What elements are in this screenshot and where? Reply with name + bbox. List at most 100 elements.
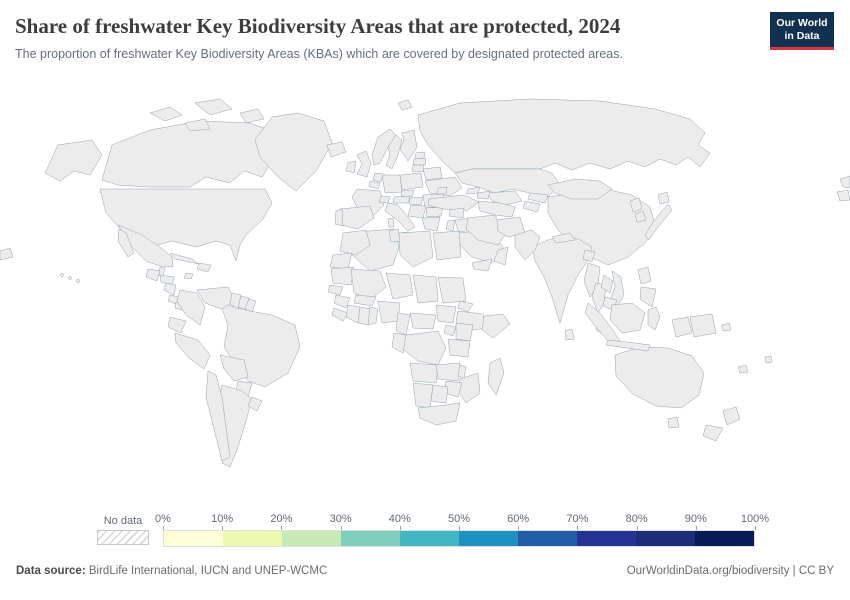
legend-swatch-0-10%[interactable]	[164, 531, 223, 546]
country-russia[interactable]	[417, 98, 711, 174]
country-azerbaijan[interactable]	[476, 190, 491, 200]
country-bangladesh[interactable]	[582, 249, 596, 263]
country-philippines[interactable]	[637, 266, 652, 285]
country-uzbekistan[interactable]	[486, 190, 523, 206]
country-niger[interactable]	[385, 272, 414, 300]
world-choropleth-map[interactable]	[0, 85, 850, 505]
country-solomon-islands[interactable]	[721, 322, 732, 332]
country-poland[interactable]	[399, 172, 424, 191]
country-south-africa[interactable]	[417, 402, 461, 426]
country-hungary[interactable]	[408, 196, 424, 206]
country-spain[interactable]	[339, 205, 375, 230]
country-moldova[interactable]	[436, 186, 448, 195]
country-laos[interactable]	[600, 274, 614, 294]
country-svalbard[interactable]	[397, 99, 413, 111]
country-italy[interactable]	[384, 202, 416, 232]
country-namibia[interactable]	[412, 382, 434, 409]
country-nicaragua[interactable]	[163, 282, 177, 296]
legend-swatch-90-100%[interactable]	[695, 531, 754, 546]
country-nepal[interactable]	[551, 232, 576, 244]
country-indonesia[interactable]	[671, 316, 693, 338]
country-oman[interactable]	[493, 246, 509, 266]
country-turkmenistan[interactable]	[477, 200, 516, 218]
country-finland[interactable]	[399, 129, 418, 162]
legend-swatch-50-60%[interactable]	[459, 531, 518, 546]
country-tajikistan[interactable]	[522, 200, 541, 213]
country-french-guiana[interactable]	[244, 298, 257, 313]
country-venezuela[interactable]	[196, 286, 236, 310]
country-sudan[interactable]	[437, 276, 467, 304]
country-austria[interactable]	[392, 195, 411, 204]
country-iceland[interactable]	[326, 141, 347, 158]
country-cameroon[interactable]	[395, 312, 411, 336]
country-russia[interactable]	[839, 175, 850, 189]
country-guatemala[interactable]	[145, 268, 161, 282]
country-morocco[interactable]	[339, 229, 371, 256]
legend-swatch-60-70%[interactable]	[518, 531, 577, 546]
country-bolivia[interactable]	[219, 354, 249, 382]
country-papua-new-guinea[interactable]	[689, 313, 717, 338]
country-japan[interactable]	[644, 203, 673, 241]
country-usa[interactable]	[44, 139, 103, 182]
legend-no-data-swatch[interactable]	[97, 530, 149, 545]
country-burkina-faso[interactable]	[353, 294, 377, 307]
country-mexico[interactable]	[117, 228, 135, 258]
country-turkey[interactable]	[427, 194, 480, 212]
country-benin[interactable]	[367, 306, 379, 326]
country-uk[interactable]	[356, 150, 372, 178]
country-usa[interactable]	[68, 276, 72, 280]
country-senegal[interactable]	[327, 284, 344, 296]
country-peru[interactable]	[174, 332, 211, 370]
country-australia[interactable]	[614, 346, 705, 409]
country-greenland[interactable]	[254, 112, 333, 192]
owid-logo[interactable]: Our World in Data	[770, 12, 834, 51]
country-tunisia[interactable]	[388, 228, 401, 243]
country-canada[interactable]	[194, 98, 233, 116]
country-ireland[interactable]	[345, 160, 357, 174]
country-canada[interactable]	[101, 120, 291, 188]
country-mali[interactable]	[350, 268, 387, 301]
country-cuba[interactable]	[169, 252, 200, 265]
country-egypt[interactable]	[432, 230, 462, 261]
country-ukraine[interactable]	[424, 176, 463, 197]
country-syria[interactable]	[448, 207, 465, 219]
country-new-zealand[interactable]	[722, 406, 741, 426]
country-belarus[interactable]	[422, 166, 443, 181]
credit-link[interactable]: OurWorldinData.org/biodiversity | CC BY	[626, 565, 834, 577]
country-new-caledonia[interactable]	[737, 364, 749, 374]
country-latvia[interactable]	[412, 157, 427, 166]
country-jordan[interactable]	[445, 219, 456, 232]
country-central-african-republic[interactable]	[409, 312, 437, 330]
country-botswana[interactable]	[430, 384, 449, 404]
legend-swatch-30-40%[interactable]	[341, 531, 400, 546]
country-cote-divoire[interactable]	[345, 304, 361, 324]
country-sri-lanka[interactable]	[564, 328, 575, 341]
country-western-sahara[interactable]	[329, 252, 353, 270]
country-kyrgyzstan[interactable]	[527, 192, 549, 204]
country-guyana[interactable]	[229, 292, 242, 310]
country-indonesia[interactable]	[605, 339, 651, 352]
country-switzerland[interactable]	[378, 195, 391, 204]
country-south-sudan[interactable]	[435, 304, 457, 324]
country-guinea[interactable]	[333, 294, 351, 309]
country-usa[interactable]	[76, 279, 80, 283]
country-japan[interactable]	[657, 191, 670, 205]
country-indonesia[interactable]	[647, 306, 661, 331]
legend-swatch-40-50%[interactable]	[400, 531, 459, 546]
country-balkans[interactable]	[407, 204, 427, 219]
country-congo[interactable]	[391, 332, 407, 354]
country-colombia[interactable]	[176, 289, 206, 326]
country-canada[interactable]	[184, 118, 211, 132]
country-portugal[interactable]	[334, 208, 344, 227]
country-uganda[interactable]	[443, 324, 457, 337]
country-italy[interactable]	[387, 217, 395, 228]
country-madagascar[interactable]	[487, 357, 505, 396]
country-sweden[interactable]	[385, 134, 403, 170]
country-hispaniola[interactable]	[196, 262, 212, 273]
country-canada[interactable]	[239, 108, 265, 124]
country-usa[interactable]	[0, 247, 14, 261]
country-russia[interactable]	[836, 189, 850, 202]
legend-swatch-70-80%[interactable]	[577, 531, 636, 546]
country-germany[interactable]	[381, 174, 403, 194]
country-libya[interactable]	[398, 230, 434, 268]
